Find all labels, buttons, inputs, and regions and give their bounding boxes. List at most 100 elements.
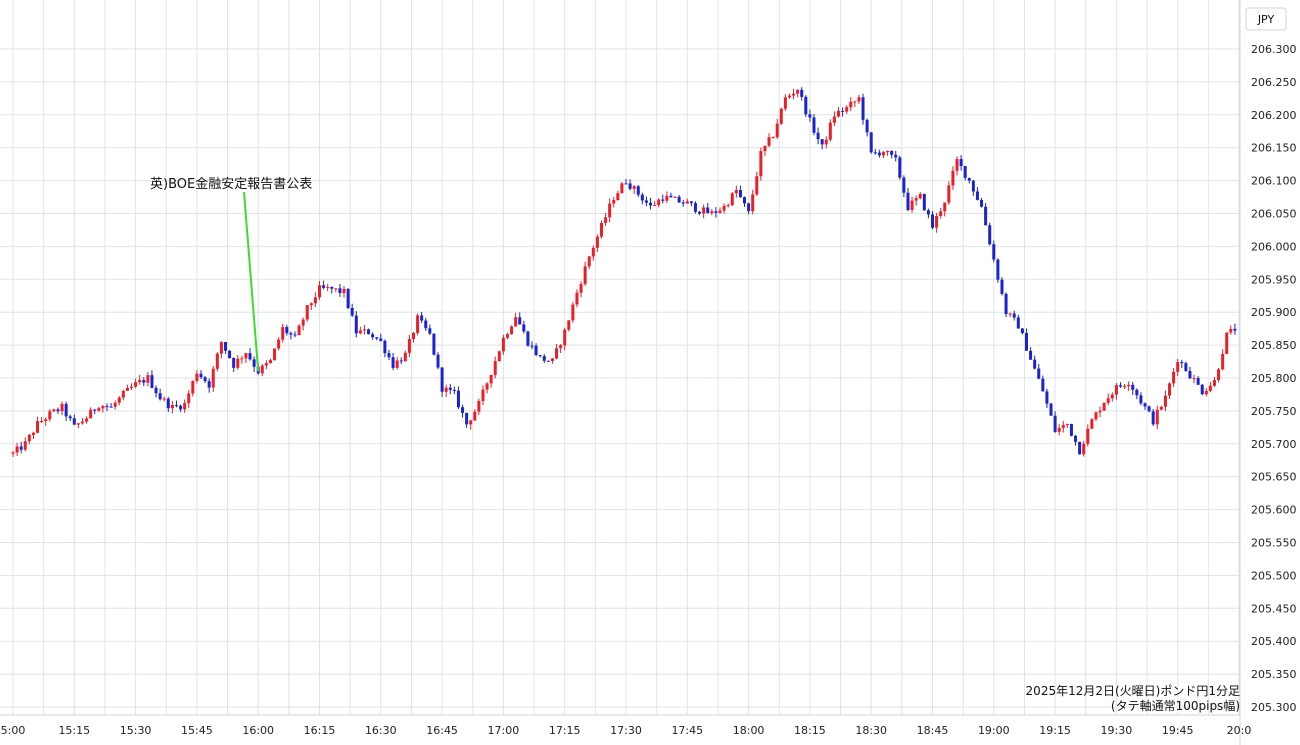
candle-body (1102, 402, 1106, 411)
candle-body (130, 386, 134, 388)
candle-body (828, 122, 832, 140)
x-tick-label: 19:30 (1101, 724, 1133, 737)
candle-body (518, 317, 522, 325)
candle-body (101, 406, 105, 409)
candle-body (199, 373, 203, 378)
candle-body (162, 398, 166, 400)
candle-body (1163, 395, 1167, 407)
candle-body (616, 193, 620, 201)
candle-body (273, 348, 277, 361)
y-tick-label: 205.850 (1251, 339, 1297, 352)
candle-body (309, 303, 313, 306)
candle-body (975, 191, 979, 200)
candle-body (313, 297, 317, 304)
candle-body (52, 409, 56, 412)
currency-label: JPY (1257, 13, 1275, 26)
candle-body (738, 189, 742, 198)
y-axis: 206.300 206.250 206.200 206.150 206.100 206.0… (1239, 0, 1297, 745)
y-tick-label: 205.800 (1251, 372, 1297, 385)
candle-body (264, 363, 268, 366)
candle-body (1127, 384, 1131, 387)
candle-body (677, 196, 681, 203)
candle-body (407, 339, 411, 353)
y-tick-label: 205.350 (1251, 668, 1297, 681)
candle-body (497, 351, 501, 362)
y-tick-label: 205.400 (1251, 635, 1297, 648)
candle-body (158, 393, 162, 400)
candle-body (980, 199, 984, 207)
candle-body (183, 403, 187, 410)
x-tick-label: 15:45 (181, 724, 213, 737)
candle-body (19, 446, 23, 450)
candle-body (11, 452, 15, 454)
candle-body (505, 334, 509, 338)
candle-body (260, 365, 264, 374)
candle-body (195, 373, 199, 381)
candle-body (23, 441, 27, 450)
candle-body (771, 137, 775, 139)
candle-body (522, 324, 526, 332)
candle-body (853, 101, 857, 103)
candle-body (293, 334, 297, 336)
x-axis: 5:00 15:15 15:30 15:45 16:00 16:15 16:30 16:45 1… (0, 714, 1251, 737)
candle-body (649, 202, 653, 206)
candle-body (48, 411, 52, 420)
candle-body (959, 159, 963, 166)
candle-body (575, 292, 579, 305)
candle-body (1229, 328, 1233, 333)
y-tick-label: 205.300 (1251, 701, 1297, 714)
candle-body (444, 387, 448, 392)
candle-body (514, 317, 518, 327)
chart-caption: 2025年12月2日(火曜日)ポンド円1分足 (タテ軸通常100pips幅) (1026, 684, 1240, 713)
candle-body (501, 337, 505, 352)
candle-body (608, 203, 612, 218)
candle-body (796, 89, 800, 94)
candle-body (211, 368, 215, 388)
candle-body (816, 132, 820, 140)
candle-body (653, 205, 657, 207)
candle-body (248, 353, 252, 360)
candle-body (685, 201, 689, 204)
candle-body (755, 176, 759, 195)
candle-body (138, 380, 142, 383)
candle-body (174, 405, 178, 407)
candle-body (362, 329, 366, 331)
candle-body (837, 110, 841, 117)
candle-body (783, 97, 787, 109)
candle-body (411, 332, 415, 340)
annotation-label: 英)BOE金融安定報告書公表 (150, 176, 312, 192)
candle-body (510, 326, 514, 335)
candle-body (1078, 441, 1082, 455)
candle-body (706, 207, 710, 214)
candle-body (85, 418, 89, 422)
candle-body (620, 183, 624, 194)
candle-body (428, 328, 432, 334)
candle-body (289, 333, 293, 335)
candle-body (1147, 406, 1151, 412)
candle-body (367, 329, 371, 335)
candle-body (134, 382, 138, 387)
candle-body (44, 419, 48, 422)
candle-body (27, 434, 31, 442)
candle-body (787, 95, 791, 98)
candle-body (910, 200, 914, 210)
event-annotation: 英)BOE金融安定報告書公表 (150, 176, 312, 372)
candle-body (1135, 389, 1139, 396)
y-tick-label: 206.150 (1251, 142, 1297, 155)
candle-body (689, 201, 693, 204)
y-tick-label: 206.200 (1251, 109, 1297, 122)
candle-body (179, 405, 183, 410)
x-tick-label: 17:45 (671, 724, 703, 737)
candle-body (967, 177, 971, 181)
candle-body (538, 355, 542, 357)
candle-body (636, 186, 640, 195)
candle-body (792, 93, 796, 96)
x-tick-label: 17:30 (610, 724, 642, 737)
x-tick-label: 19:15 (1039, 724, 1071, 737)
candle-body (894, 154, 898, 158)
x-tick-label: 5:00 (1, 724, 26, 737)
candle-body (898, 157, 902, 178)
candle-body (881, 152, 885, 156)
y-tick-label: 206.100 (1251, 175, 1297, 188)
candle-body (1069, 423, 1073, 436)
